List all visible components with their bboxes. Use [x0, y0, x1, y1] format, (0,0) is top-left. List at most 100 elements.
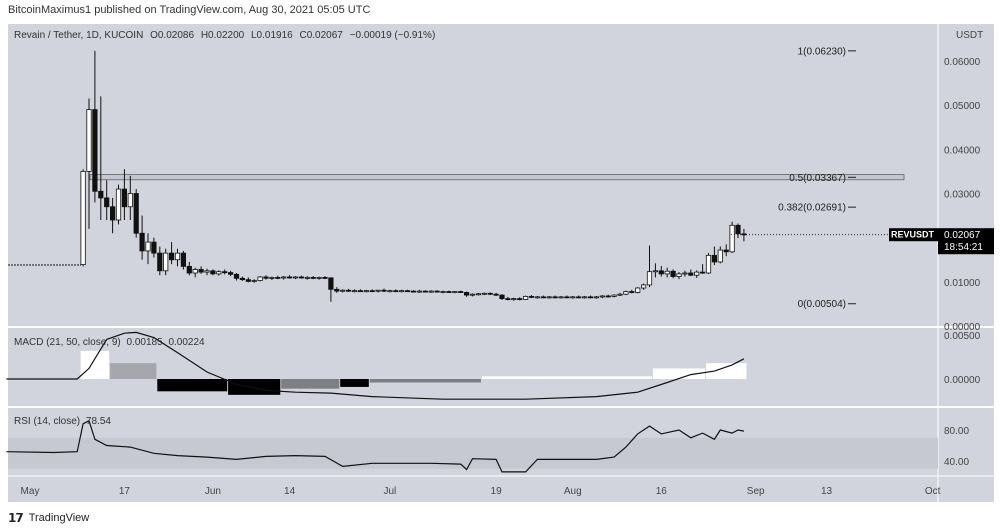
candle-body: [440, 291, 446, 293]
candle-body: [233, 273, 240, 279]
candle-body: [416, 290, 423, 293]
candle-body: [227, 272, 234, 275]
candle-body: [511, 298, 517, 301]
candle-body: [617, 293, 623, 296]
rsi-tick: 40.00: [944, 457, 969, 468]
candle-body: [700, 271, 706, 274]
rsi-band: [8, 437, 938, 469]
candle-body: [151, 241, 157, 254]
candle-body: [139, 232, 145, 252]
macd-value-2: 0.00224: [168, 337, 205, 348]
candle-body: [316, 277, 322, 279]
rsi-value: 78.54: [86, 416, 111, 427]
tag-price: 0.02067: [944, 230, 981, 241]
candle-body: [493, 293, 499, 296]
price-tick: 0.06000: [944, 57, 981, 68]
candle-body: [393, 290, 399, 293]
candle-body: [345, 289, 352, 292]
candle-body: [180, 252, 186, 267]
candle-body: [275, 277, 281, 279]
candle-body: [410, 290, 417, 293]
candle-body: [381, 289, 387, 292]
time-axis[interactable]: [8, 476, 938, 502]
published-byline: BitcoinMaximus1 published on TradingView…: [8, 4, 371, 16]
candle-body: [110, 206, 116, 221]
candle-body: [587, 296, 594, 299]
candle-body: [115, 188, 122, 221]
candle-body: [428, 290, 434, 293]
macd-tick: 0.00000: [944, 375, 981, 386]
candle-body: [552, 296, 558, 299]
candle-body: [664, 270, 670, 275]
candle-body: [593, 296, 600, 299]
candle-body: [723, 249, 729, 253]
price-axis[interactable]: [938, 24, 994, 502]
candle-body: [174, 252, 181, 261]
candle-body: [163, 252, 169, 272]
candle-body: [463, 292, 470, 296]
candle-body: [357, 290, 364, 293]
rsi-legend: RSI (14, close) 78.54: [14, 416, 111, 427]
macd-hist-bar: [80, 350, 110, 379]
price-tick: 0.03000: [944, 190, 981, 201]
candle-body: [528, 296, 535, 298]
macd-tick: 0.00500: [944, 331, 981, 342]
candle-body: [98, 190, 104, 199]
tag-symbol: REVUSDT: [891, 230, 935, 240]
x-tick: Aug: [564, 486, 582, 497]
x-tick: 19: [491, 486, 503, 497]
x-tick: Oct: [925, 486, 941, 497]
candle-body: [257, 276, 263, 281]
candle-body: [682, 272, 688, 275]
candle-body: [611, 294, 617, 297]
candle-body: [694, 271, 700, 276]
macd-value-1: 0.00185: [127, 337, 164, 348]
last-price-tag: REVUSDT 0.02067 18:54:21: [731, 228, 994, 255]
candle-body: [635, 287, 641, 293]
candle-body: [599, 295, 605, 298]
candle-body: [446, 291, 452, 293]
candle-body: [216, 271, 222, 275]
price-tick: 0.01000: [944, 278, 981, 289]
candle-body: [422, 290, 428, 293]
candle-body: [245, 279, 251, 282]
candle-body: [186, 265, 192, 274]
candle-body: [735, 224, 741, 235]
candle-body: [652, 270, 659, 273]
candle-body: [92, 109, 98, 192]
candle-body: [86, 109, 92, 172]
candle-body: [80, 171, 86, 266]
candle-body: [582, 296, 588, 299]
candle-body: [623, 291, 629, 295]
close-label: C: [299, 30, 306, 41]
symbol-label: Revain / Tether, 1D, KUCOIN: [14, 30, 143, 41]
macd-hist-bar: [652, 368, 706, 379]
candle-body: [121, 188, 127, 208]
macd-hist-bar: [706, 363, 747, 379]
rsi-ticks: 80.00 40.00: [944, 426, 969, 468]
x-tick: 13: [821, 486, 833, 497]
fib-levels: 1(0.06230) 0.5(0.03367) 0.382(0.02691) 0(0.…: [778, 46, 856, 310]
rsi-tick: 80.00: [944, 426, 969, 437]
candle-body: [523, 296, 529, 300]
symbol-legend: Revain / Tether, 1D, KUCOIN O0.02086 H0.…: [14, 30, 435, 41]
candle-body: [251, 280, 257, 282]
candle-body: [670, 270, 676, 277]
rsi-band-rect: [8, 437, 938, 469]
price-tick: 0.00000: [944, 322, 981, 333]
candle-body: [705, 254, 712, 274]
candle-body: [546, 296, 552, 299]
candle-body: [340, 289, 346, 292]
candle-body: [145, 241, 151, 252]
macd-hist-bar: [157, 379, 228, 392]
candle-body: [676, 273, 682, 277]
candle-body: [328, 277, 334, 290]
macd-ticks: 0.00500 0.00000: [944, 331, 981, 386]
candle-body: [517, 298, 523, 301]
footer-brand[interactable]: TradingView: [28, 512, 90, 524]
fib-label: 1(0.06230): [798, 46, 846, 57]
fib-label: 0.5(0.03367): [789, 173, 846, 184]
macd-pane[interactable]: [8, 328, 938, 406]
candle-body: [540, 296, 546, 299]
